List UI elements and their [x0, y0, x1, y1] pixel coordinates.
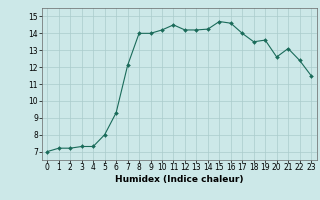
X-axis label: Humidex (Indice chaleur): Humidex (Indice chaleur) — [115, 175, 244, 184]
